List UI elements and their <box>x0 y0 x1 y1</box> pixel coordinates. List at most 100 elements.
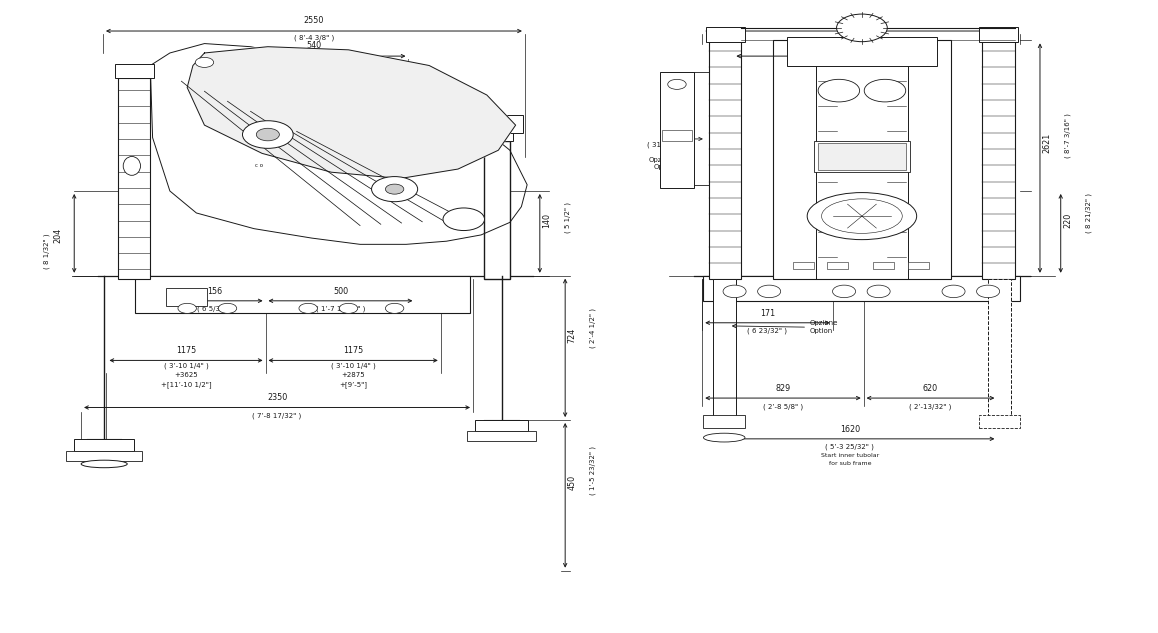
Text: 2621: 2621 <box>1042 133 1051 153</box>
FancyBboxPatch shape <box>988 279 1011 423</box>
Circle shape <box>723 285 746 298</box>
Text: ( 7’-8 17/32" ): ( 7’-8 17/32" ) <box>252 413 302 419</box>
Text: 2550: 2550 <box>303 16 324 25</box>
Text: 829: 829 <box>776 384 791 393</box>
Text: ( 2’-8 5/8" ): ( 2’-8 5/8" ) <box>763 403 802 410</box>
Circle shape <box>864 79 906 102</box>
Text: ( 1’-5 23/32" ): ( 1’-5 23/32" ) <box>589 446 596 495</box>
Text: ( 3’-4 11/32" ): ( 3’-4 11/32" ) <box>812 60 860 66</box>
FancyBboxPatch shape <box>118 78 151 279</box>
Ellipse shape <box>123 156 140 175</box>
Text: ( 8 21/32" ): ( 8 21/32" ) <box>1085 193 1092 234</box>
Text: 25: 25 <box>670 133 681 142</box>
Text: Option: Option <box>654 164 677 170</box>
Text: ( 5’-3 25/32" ): ( 5’-3 25/32" ) <box>826 444 874 450</box>
FancyBboxPatch shape <box>471 115 522 133</box>
Text: ( 3’-10 1/4" ): ( 3’-10 1/4" ) <box>331 362 375 369</box>
FancyBboxPatch shape <box>74 439 134 451</box>
Text: 450: 450 <box>567 475 577 491</box>
Text: 724: 724 <box>567 328 577 343</box>
Circle shape <box>219 303 236 313</box>
Circle shape <box>833 285 856 298</box>
Circle shape <box>256 128 279 141</box>
Text: +[9’-5"]: +[9’-5"] <box>339 381 367 388</box>
FancyBboxPatch shape <box>827 262 848 270</box>
FancyBboxPatch shape <box>712 279 735 423</box>
Text: 1025: 1025 <box>826 41 846 50</box>
Text: 1175: 1175 <box>343 346 364 355</box>
Polygon shape <box>151 44 527 244</box>
Polygon shape <box>188 47 515 179</box>
Circle shape <box>242 121 293 148</box>
Text: 540: 540 <box>307 41 322 50</box>
FancyBboxPatch shape <box>467 431 536 441</box>
Text: ( 2’-4 1/2" ): ( 2’-4 1/2" ) <box>589 308 596 348</box>
Ellipse shape <box>81 460 127 468</box>
Ellipse shape <box>807 192 917 240</box>
Text: ( 2’-13/32" ): ( 2’-13/32" ) <box>909 403 952 410</box>
Circle shape <box>386 184 404 194</box>
Text: ( 5’-4 3/4" ): ( 5’-4 3/4" ) <box>842 35 881 41</box>
FancyBboxPatch shape <box>66 451 142 461</box>
Text: Opzione: Opzione <box>809 320 838 326</box>
FancyBboxPatch shape <box>484 141 510 279</box>
Circle shape <box>178 303 197 313</box>
Text: 156: 156 <box>207 287 222 296</box>
Circle shape <box>386 303 404 313</box>
Text: 500: 500 <box>332 287 349 296</box>
FancyBboxPatch shape <box>705 27 745 42</box>
FancyBboxPatch shape <box>135 276 469 313</box>
Circle shape <box>372 177 418 202</box>
Circle shape <box>757 285 780 298</box>
FancyBboxPatch shape <box>662 130 692 141</box>
Text: ( 31/32" ): ( 31/32" ) <box>647 142 681 149</box>
FancyBboxPatch shape <box>979 27 1018 42</box>
Text: 171: 171 <box>760 309 775 318</box>
Text: 620: 620 <box>923 384 938 393</box>
Circle shape <box>668 79 687 89</box>
Text: Opzione: Opzione <box>648 156 677 163</box>
FancyBboxPatch shape <box>703 276 1020 301</box>
Text: ( 3’-10 1/4" ): ( 3’-10 1/4" ) <box>163 362 208 369</box>
FancyBboxPatch shape <box>814 141 910 172</box>
FancyBboxPatch shape <box>481 130 513 141</box>
Text: +3625: +3625 <box>174 372 198 378</box>
Text: 1175: 1175 <box>176 346 196 355</box>
FancyBboxPatch shape <box>793 262 814 270</box>
Text: 220: 220 <box>1063 213 1072 229</box>
FancyBboxPatch shape <box>908 262 929 270</box>
Text: for sub frame: for sub frame <box>829 461 871 467</box>
Ellipse shape <box>703 433 745 442</box>
FancyBboxPatch shape <box>787 37 937 66</box>
FancyBboxPatch shape <box>772 41 951 279</box>
Text: ( 8’-4 3/8" ): ( 8’-4 3/8" ) <box>294 35 334 41</box>
FancyBboxPatch shape <box>982 41 1014 279</box>
Circle shape <box>836 14 887 42</box>
Text: ( 5 1/2" ): ( 5 1/2" ) <box>564 203 571 234</box>
Text: ( 1’-9 5/16" ): ( 1’-9 5/16" ) <box>292 60 336 66</box>
FancyBboxPatch shape <box>979 415 1020 427</box>
FancyBboxPatch shape <box>819 142 906 170</box>
FancyBboxPatch shape <box>660 72 695 188</box>
FancyBboxPatch shape <box>703 415 745 427</box>
Text: +2875: +2875 <box>342 372 365 378</box>
Text: 140: 140 <box>542 213 551 229</box>
Text: ( 8 1/32" ): ( 8 1/32" ) <box>43 234 50 269</box>
Circle shape <box>196 58 214 67</box>
Circle shape <box>299 303 317 313</box>
Text: ( 6 23/32" ): ( 6 23/32" ) <box>747 328 787 334</box>
FancyBboxPatch shape <box>709 41 741 279</box>
Circle shape <box>867 285 891 298</box>
Text: Option: Option <box>809 328 833 334</box>
Text: 204: 204 <box>53 229 63 244</box>
Text: ( 6 5/32" ): ( 6 5/32" ) <box>197 306 233 312</box>
Circle shape <box>339 303 358 313</box>
Text: +[11’-10 1/2"]: +[11’-10 1/2"] <box>161 381 211 388</box>
Text: ( 1’-7 11/16" ): ( 1’-7 11/16" ) <box>316 306 365 312</box>
FancyBboxPatch shape <box>167 288 207 306</box>
Text: ( 8’-7 3/16" ): ( 8’-7 3/16" ) <box>1064 113 1071 158</box>
Circle shape <box>941 285 965 298</box>
Text: 1645: 1645 <box>851 16 872 25</box>
FancyBboxPatch shape <box>873 262 894 270</box>
FancyBboxPatch shape <box>475 420 528 431</box>
